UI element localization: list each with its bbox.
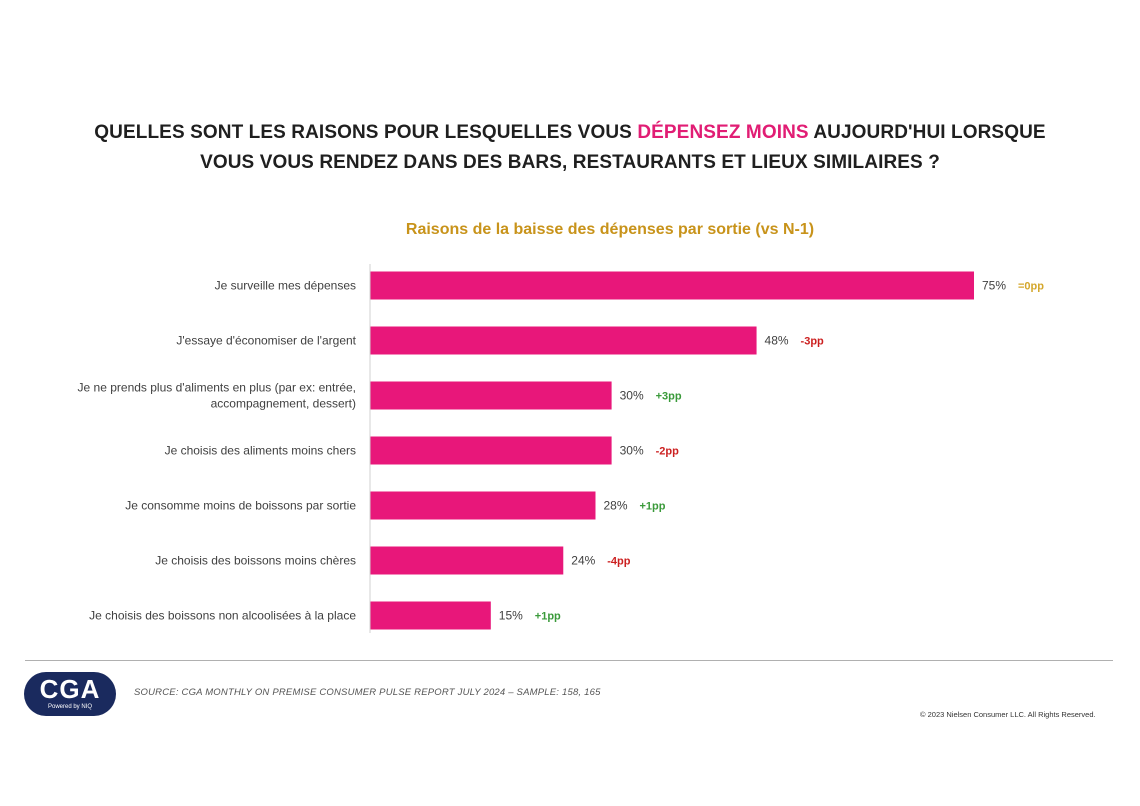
value-label: 48% [765,334,789,348]
change-label: -2pp [656,446,680,458]
change-label: +1pp [639,501,665,513]
logo-text: CGA [39,674,101,704]
title-text-2: AUJOURD'HUI LORSQUE [808,122,1046,143]
change-label: +1pp [535,611,561,623]
category-label: Je choisis des boissons moins chères [155,554,356,568]
value-label: 30% [620,389,644,403]
title-line-2: VOUS VOUS RENDEZ DANS DES BARS, RESTAURA… [200,152,940,173]
bar [370,436,612,465]
value-label: 15% [499,609,523,623]
bar [370,546,564,575]
change-label: -3pp [801,336,825,348]
bar [370,271,974,300]
category-label: Je choisis des boissons non alcoolisées … [89,609,356,623]
value-label: 75% [982,279,1006,293]
logo-subtext: Powered by NIQ [47,704,93,710]
bar-chart: Je surveille mes dépenses 75% =0pp J'essaye… [78,264,1044,633]
change-label: =0pp [1018,281,1044,293]
bar [370,491,596,520]
bar [370,381,612,410]
change-label: +3pp [656,391,682,403]
title-line-1: QUELLES SONT LES RAISONS POUR LESQUELLES… [0,118,1140,148]
title-text-1: QUELLES SONT LES RAISONS POUR LESQUELLES… [94,122,638,143]
page-title: QUELLES SONT LES RAISONS POUR LESQUELLES… [0,118,1140,178]
copyright-note: © 2023 Nielsen Consumer LLC. All Rights … [920,710,1096,719]
category-label: Je surveille mes dépenses [215,279,356,293]
bar [370,326,757,355]
change-label: -4pp [607,556,631,568]
category-label: Je ne prends plus d'aliments en plus (pa… [78,381,356,411]
category-label: J'essaye d'économiser de l'argent [176,334,356,348]
title-highlight: DÉPENSEZ MOINS [637,122,809,143]
value-label: 30% [620,444,644,458]
value-label: 28% [603,499,627,513]
value-label: 24% [571,554,595,568]
cga-logo: CGA Powered by NIQ [24,672,116,716]
category-label: Je consomme moins de boissons par sortie [125,499,356,513]
source-note: SOURCE: CGA MONTHLY ON PREMISE CONSUMER … [134,687,601,698]
bar [370,601,491,630]
chart-title: Raisons de la baisse des dépenses par so… [405,221,815,238]
category-label: Je choisis des aliments moins chers [165,444,356,458]
footer-divider [25,660,1113,661]
